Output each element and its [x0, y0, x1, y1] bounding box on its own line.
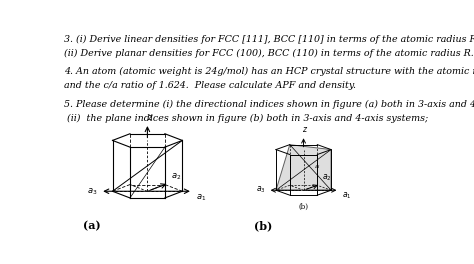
Text: (ii) Derive planar densities for FCC (100), BCC (110) in terms of the atomic rad: (ii) Derive planar densities for FCC (10…: [64, 49, 474, 58]
Text: $a_3$: $a_3$: [87, 186, 97, 196]
Text: z: z: [301, 125, 306, 134]
Text: $a_3$: $a_3$: [256, 185, 265, 195]
Text: $a_1$: $a_1$: [342, 191, 351, 201]
Text: 3. (i) Derive linear densities for FCC [111], BCC [110] in terms of the atomic r: 3. (i) Derive linear densities for FCC […: [64, 35, 474, 44]
Text: (ii)  the plane indices shown in figure (b) both in 3-axis and 4-axis systems;: (ii) the plane indices shown in figure (…: [64, 114, 428, 122]
Text: (b): (b): [254, 220, 272, 231]
Text: (a): (a): [83, 220, 101, 231]
Text: $a_i$: $a_i$: [314, 163, 321, 171]
Text: $a_1$: $a_1$: [196, 192, 206, 203]
Text: (b): (b): [299, 202, 309, 210]
Text: $a_2$: $a_2$: [322, 173, 332, 183]
Text: 5. Please determine (i) the directional indices shown in figure (a) both in 3-ax: 5. Please determine (i) the directional …: [64, 100, 474, 109]
Text: 4. An atom (atomic weight is 24g/mol) has an HCP crystal structure with the atom: 4. An atom (atomic weight is 24g/mol) ha…: [64, 67, 474, 76]
Text: z: z: [147, 113, 151, 122]
Text: $a_2$: $a_2$: [171, 171, 182, 182]
Polygon shape: [276, 145, 331, 190]
Text: and the c/a ratio of 1.624.  Please calculate APF and density.: and the c/a ratio of 1.624. Please calcu…: [64, 82, 356, 91]
